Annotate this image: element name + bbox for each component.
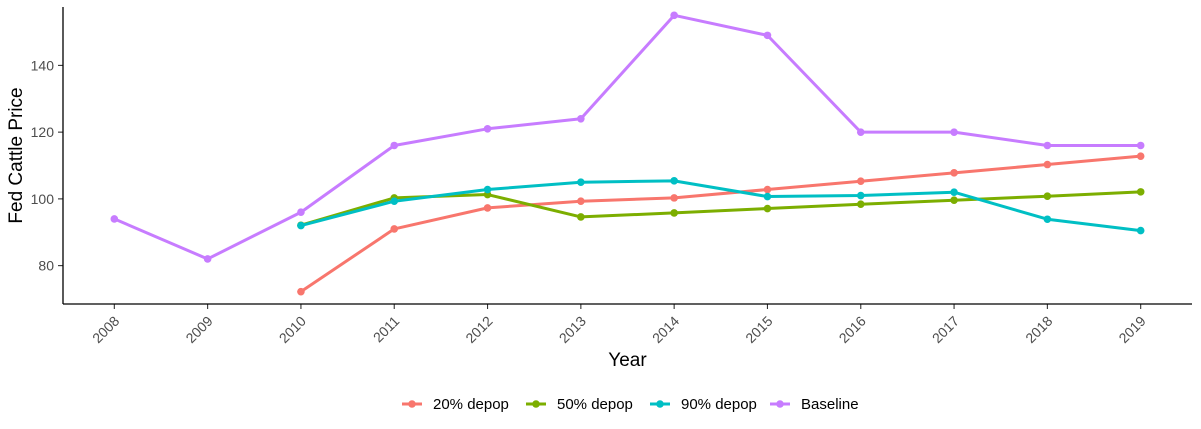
x-axis-title: Year — [608, 350, 647, 371]
data-point — [950, 196, 958, 205]
data-point — [297, 221, 305, 230]
data-point — [297, 208, 305, 217]
x-tick-label: 2012 — [462, 313, 495, 346]
data-point — [1043, 160, 1052, 169]
x-tick-label: 2018 — [1022, 313, 1055, 346]
x-tick-label: 2010 — [276, 313, 309, 346]
data-point — [110, 215, 119, 223]
data-point — [856, 200, 865, 209]
data-point — [763, 31, 772, 40]
data-point — [670, 209, 678, 217]
data-point — [390, 197, 399, 206]
series-layer — [110, 11, 1145, 296]
legend-label: 20% depop — [433, 396, 509, 413]
data-point — [297, 287, 305, 296]
data-point — [1136, 141, 1145, 150]
data-point — [1136, 188, 1145, 196]
series-90-depop — [297, 177, 1145, 235]
x-tick-label: 2017 — [929, 313, 962, 346]
data-point — [856, 191, 865, 200]
series-line — [299, 154, 1143, 294]
data-point — [483, 125, 492, 133]
data-point — [390, 225, 399, 233]
data-point — [763, 192, 772, 201]
data-point — [577, 213, 585, 221]
legend-item: 90% depop — [650, 396, 757, 413]
data-point — [390, 141, 399, 150]
legend-key-point — [776, 400, 784, 408]
legend-item: 50% depop — [526, 396, 633, 413]
data-point — [483, 185, 492, 194]
data-point — [203, 255, 212, 263]
x-tick-label: 2011 — [370, 313, 403, 346]
series-baseline — [110, 11, 1145, 263]
x-tick-label: 2009 — [182, 313, 215, 346]
data-point — [670, 177, 678, 185]
data-point — [577, 197, 585, 206]
x-tick-label: 2019 — [1115, 313, 1148, 346]
x-tick-label: 2015 — [742, 313, 775, 346]
data-point — [1043, 192, 1052, 201]
y-axis-title: Fed Cattle Price — [6, 87, 27, 223]
x-tick-label: 2014 — [649, 313, 682, 346]
y-tick-label: 120 — [31, 124, 55, 140]
data-point — [950, 128, 958, 136]
x-axis-ticks: 2008 2009 2010 2011 2012 2013 2014 2015 2016 2017… — [89, 304, 1149, 346]
data-point — [856, 177, 865, 185]
data-point — [670, 11, 678, 20]
series-line — [299, 179, 1143, 233]
y-axis-ticks: 80 100 120 140 — [31, 57, 63, 274]
data-point — [763, 185, 772, 194]
data-point — [1136, 152, 1145, 160]
data-point — [670, 194, 678, 202]
x-tick-label: 2013 — [556, 313, 589, 346]
legend-item: Baseline — [770, 396, 859, 413]
legend-label: 50% depop — [557, 396, 633, 413]
legend-label: 90% depop — [681, 396, 757, 413]
data-point — [1043, 215, 1052, 224]
data-point — [856, 128, 865, 136]
data-point — [1136, 226, 1145, 235]
series-20-depop — [297, 152, 1145, 296]
data-point — [950, 188, 958, 197]
data-point — [1043, 141, 1052, 150]
data-point — [950, 169, 958, 177]
legend-key-point — [656, 400, 664, 408]
y-tick-label: 140 — [31, 57, 55, 73]
legend-item: 20% depop — [402, 396, 509, 413]
legend: 20% depop 50% depop 90% depop Baseline — [402, 396, 859, 413]
series-line — [112, 13, 1143, 261]
y-tick-label: 100 — [31, 191, 55, 207]
data-point — [577, 114, 585, 123]
data-point — [483, 204, 492, 212]
legend-label: Baseline — [801, 396, 859, 413]
legend-key-point — [532, 400, 540, 408]
legend-key-point — [408, 400, 416, 408]
x-tick-label: 2008 — [89, 313, 122, 346]
data-point — [763, 204, 772, 213]
data-point — [577, 178, 585, 186]
x-tick-label: 2016 — [836, 313, 869, 346]
y-tick-label: 80 — [38, 258, 54, 274]
